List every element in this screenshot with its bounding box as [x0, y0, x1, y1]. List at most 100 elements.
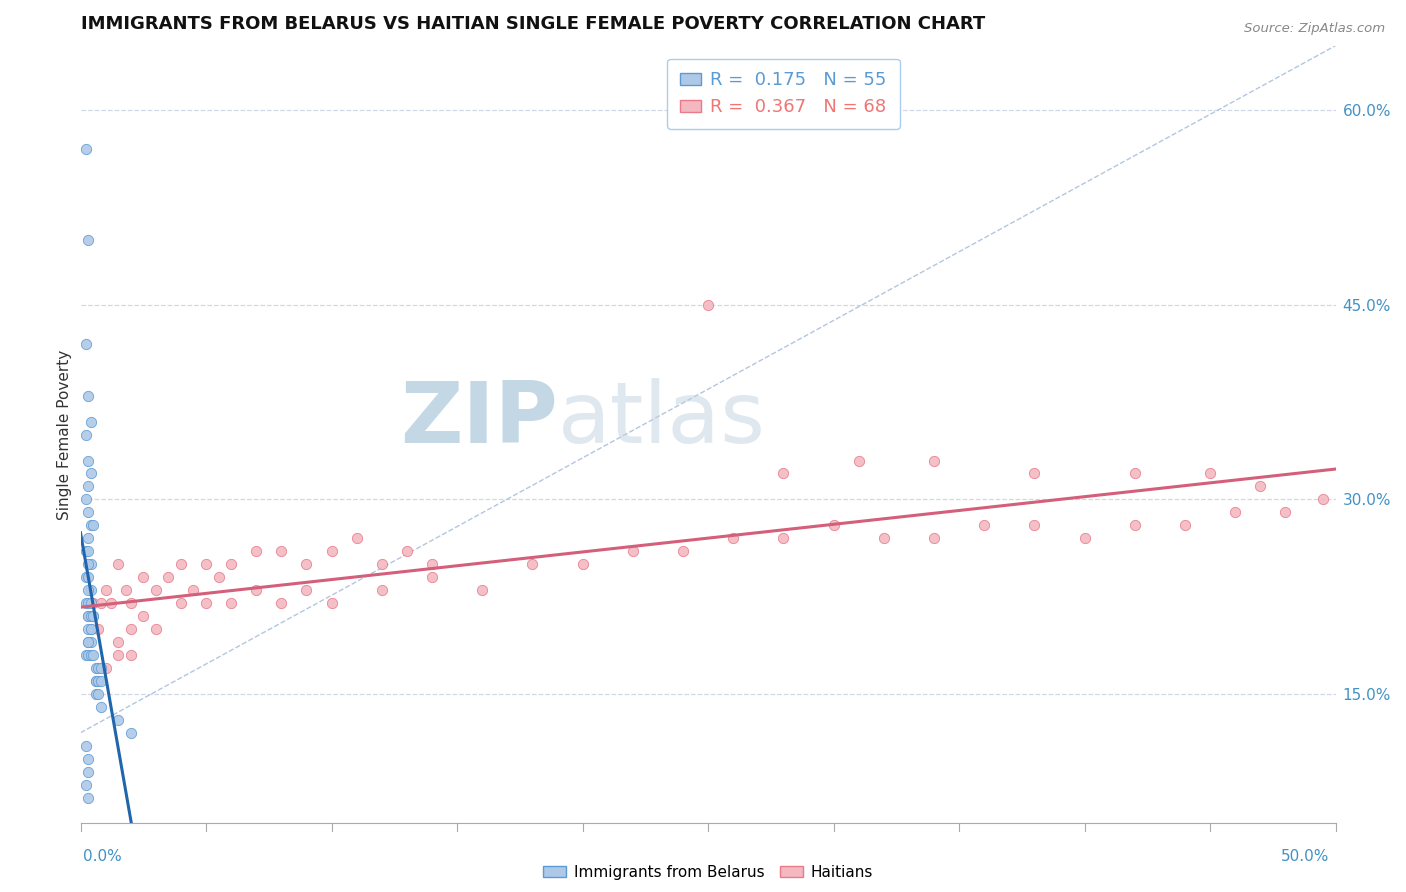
Point — [79, 415, 101, 429]
Legend: R =  0.175   N = 55, R =  0.367   N = 68: R = 0.175 N = 55, R = 0.367 N = 68 — [668, 59, 900, 128]
Point — [79, 596, 101, 610]
Point — [621, 544, 644, 558]
Point — [370, 583, 392, 598]
Point — [120, 725, 142, 739]
Point — [145, 622, 167, 636]
Point — [1073, 531, 1095, 545]
Point — [77, 764, 100, 779]
Point — [100, 596, 122, 610]
Point — [75, 570, 97, 584]
Point — [94, 583, 117, 598]
Point — [75, 648, 97, 662]
Point — [77, 648, 100, 662]
Point — [79, 648, 101, 662]
Point — [75, 427, 97, 442]
Point — [77, 505, 100, 519]
Point — [848, 453, 870, 467]
Point — [219, 596, 242, 610]
Point — [157, 570, 180, 584]
Point — [75, 778, 97, 792]
Point — [77, 790, 100, 805]
Point — [107, 558, 129, 572]
Point — [82, 596, 104, 610]
Point — [697, 298, 720, 312]
Point — [295, 583, 318, 598]
Point — [295, 558, 318, 572]
Point — [270, 596, 292, 610]
Point — [107, 648, 129, 662]
Point — [77, 609, 100, 624]
Point — [75, 336, 97, 351]
Point — [79, 583, 101, 598]
Point — [90, 699, 112, 714]
Point — [87, 687, 110, 701]
Point — [87, 661, 110, 675]
Point — [75, 739, 97, 753]
Point — [79, 635, 101, 649]
Point — [145, 583, 167, 598]
Point — [84, 687, 107, 701]
Text: ZIP: ZIP — [399, 377, 557, 460]
Point — [1123, 518, 1146, 533]
Point — [346, 531, 368, 545]
Point — [90, 661, 112, 675]
Point — [1024, 467, 1046, 481]
Point — [77, 453, 100, 467]
Point — [77, 531, 100, 545]
Point — [77, 233, 100, 247]
Point — [77, 558, 100, 572]
Point — [1123, 467, 1146, 481]
Text: atlas: atlas — [557, 377, 765, 460]
Point — [87, 622, 110, 636]
Point — [82, 609, 104, 624]
Point — [1274, 505, 1296, 519]
Point — [77, 596, 100, 610]
Point — [120, 622, 142, 636]
Point — [207, 570, 229, 584]
Point — [94, 661, 117, 675]
Point — [772, 467, 794, 481]
Point — [77, 635, 100, 649]
Text: Source: ZipAtlas.com: Source: ZipAtlas.com — [1244, 22, 1385, 36]
Point — [522, 558, 544, 572]
Point — [77, 479, 100, 493]
Point — [823, 518, 845, 533]
Point — [170, 596, 193, 610]
Point — [973, 518, 995, 533]
Point — [79, 622, 101, 636]
Point — [120, 648, 142, 662]
Point — [84, 673, 107, 688]
Point — [571, 558, 593, 572]
Text: 50.0%: 50.0% — [1281, 849, 1329, 864]
Point — [471, 583, 494, 598]
Point — [84, 661, 107, 675]
Point — [245, 583, 267, 598]
Point — [922, 453, 945, 467]
Point — [420, 558, 443, 572]
Point — [1249, 479, 1271, 493]
Point — [1312, 492, 1334, 507]
Point — [195, 596, 218, 610]
Y-axis label: Single Female Poverty: Single Female Poverty — [58, 350, 72, 520]
Point — [395, 544, 418, 558]
Point — [79, 609, 101, 624]
Point — [87, 673, 110, 688]
Point — [107, 635, 129, 649]
Point — [77, 635, 100, 649]
Point — [79, 558, 101, 572]
Point — [1223, 505, 1246, 519]
Point — [321, 544, 343, 558]
Point — [90, 673, 112, 688]
Point — [107, 713, 129, 727]
Point — [183, 583, 205, 598]
Point — [922, 531, 945, 545]
Point — [170, 558, 193, 572]
Point — [77, 609, 100, 624]
Point — [75, 596, 97, 610]
Point — [120, 596, 142, 610]
Point — [79, 518, 101, 533]
Text: 0.0%: 0.0% — [83, 849, 122, 864]
Point — [75, 544, 97, 558]
Point — [420, 570, 443, 584]
Point — [77, 583, 100, 598]
